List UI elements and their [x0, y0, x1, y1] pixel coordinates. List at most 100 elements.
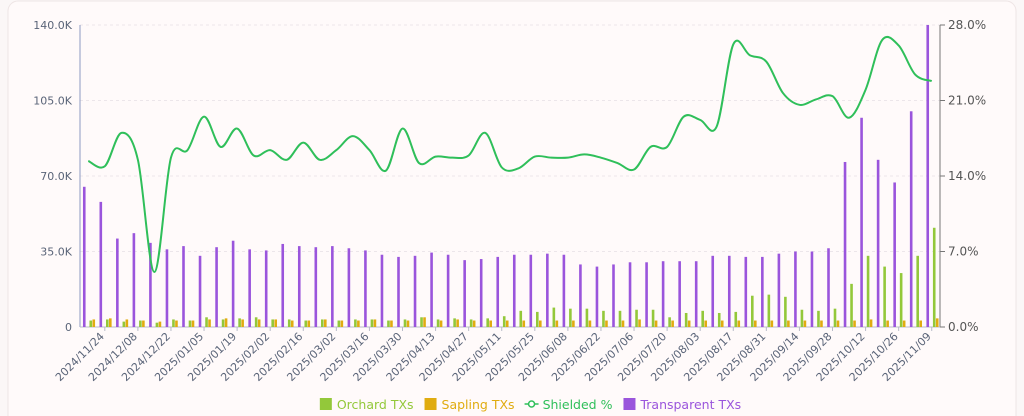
bar [354, 319, 357, 327]
bar [562, 254, 566, 327]
legend-label: Sapling TXs [442, 397, 515, 412]
y2-tick-label: 7.0% [948, 245, 979, 259]
legend-swatch [527, 400, 536, 408]
bar [125, 319, 129, 327]
bar [208, 319, 211, 327]
legend-label: Transparent TXs [639, 397, 741, 412]
bar [552, 307, 556, 327]
bar [479, 259, 483, 327]
bar [191, 320, 195, 327]
bar [720, 320, 724, 327]
bar [287, 319, 291, 327]
bar [453, 318, 456, 327]
bar [899, 273, 903, 327]
bar [215, 247, 218, 327]
bar [555, 320, 559, 327]
bar [536, 311, 539, 327]
bar [916, 255, 919, 327]
card [7, 0, 1017, 416]
legend-item: Shielded % [524, 397, 613, 412]
bar [241, 319, 244, 327]
bar [436, 319, 440, 327]
bar [866, 255, 870, 327]
legend-item: Orchard TXs [319, 397, 414, 412]
bar [512, 254, 516, 327]
bar [876, 159, 880, 327]
bar [248, 249, 251, 327]
bar [472, 320, 476, 327]
bar [324, 319, 327, 327]
bar [456, 319, 459, 327]
bar [602, 310, 605, 327]
bar [397, 256, 400, 327]
bar [704, 320, 707, 327]
bar [172, 319, 175, 327]
bar [605, 320, 608, 327]
bar [297, 246, 301, 327]
bar [347, 248, 351, 327]
bar [621, 320, 625, 327]
y-tick-label: 140.0K [33, 19, 72, 32]
bar [909, 111, 913, 328]
bar [803, 320, 807, 327]
bar [106, 319, 109, 327]
bar [489, 320, 492, 327]
bar [654, 320, 658, 327]
bar [612, 264, 615, 327]
bar [321, 319, 324, 327]
bar [668, 317, 671, 327]
bar [684, 312, 688, 327]
bar [314, 247, 318, 327]
bar [833, 308, 837, 327]
bar [331, 246, 334, 327]
bar [585, 308, 589, 327]
y2-tick-label: 0.0% [948, 320, 979, 334]
bar [257, 319, 261, 327]
bar [651, 309, 655, 327]
bar [645, 262, 648, 327]
y-tick-label: 0 [65, 321, 72, 334]
bar [569, 308, 572, 327]
bar [149, 242, 152, 327]
bar [271, 319, 274, 327]
bar [307, 320, 311, 327]
bar [357, 320, 360, 327]
bar [529, 254, 533, 327]
bar [463, 260, 466, 327]
bar [850, 283, 853, 327]
legend-item: Sapling TXs [424, 397, 515, 412]
bar [304, 320, 308, 327]
bar [387, 320, 390, 327]
legend: Orchard TXs Sapling TXs Shielded % Transpar… [319, 397, 741, 412]
bar [370, 319, 374, 327]
bar [224, 318, 228, 327]
bar [572, 320, 575, 327]
bar [734, 311, 738, 327]
legend-item: Transparent TXs [623, 397, 741, 412]
bar [767, 294, 771, 327]
y2-tick-label: 28.0% [948, 18, 986, 32]
bar [264, 250, 268, 327]
bar [853, 320, 856, 327]
bar [505, 320, 509, 327]
bar [727, 255, 731, 327]
bar [902, 320, 906, 327]
bar [502, 316, 506, 327]
bar [175, 320, 178, 327]
bar [158, 321, 162, 327]
bar [364, 250, 367, 327]
legend-swatch [623, 398, 636, 410]
bar [182, 246, 185, 327]
legend-swatch [424, 398, 437, 410]
bar [546, 253, 549, 327]
bar [496, 256, 500, 327]
y2-tick-label: 21.0% [948, 94, 986, 108]
bar [787, 320, 790, 327]
bar [588, 320, 592, 327]
y-tick-label: 105.0K [33, 95, 72, 108]
bar [595, 266, 599, 327]
bar [165, 249, 169, 327]
bar [751, 295, 754, 327]
bar [380, 254, 384, 327]
